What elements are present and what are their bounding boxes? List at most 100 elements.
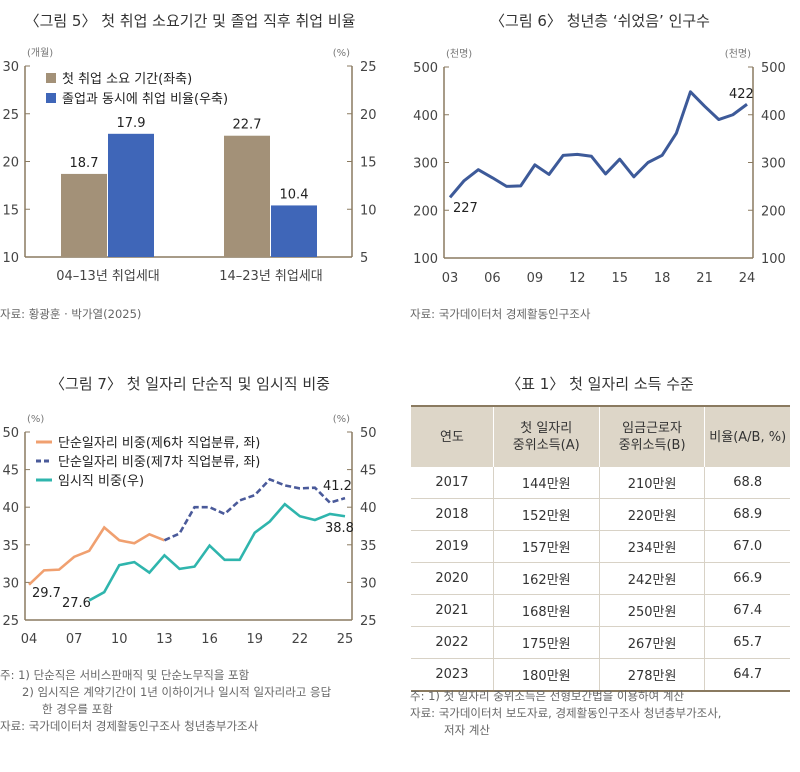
legend-label: 단순일자리 비중(제6차 직업분류, 좌) <box>58 436 260 451</box>
right-tick-label: 100 <box>761 252 786 267</box>
table-cell: 267만원 <box>599 626 706 659</box>
left-axis-unit: (천명) <box>446 48 472 60</box>
table-cell: 67.0 <box>704 530 790 563</box>
left-tick-label: 10 <box>2 251 19 266</box>
note-1: 주: 1) 단순직은 서비스판매직 및 단순노무직을 포함 <box>0 668 250 682</box>
legend-label: 첫 취업 소요 기간(좌축) <box>62 72 192 87</box>
income-table: 연도 첫 일자리 중위소득(A) 임금근로자 중위소득(B) 비율(A/B, %) 201… <box>411 405 790 692</box>
left-tick-label: 200 <box>413 204 438 219</box>
table-cell: 168만원 <box>493 594 600 627</box>
right-axis-unit: (%) <box>333 48 350 59</box>
x-tick-label: 07 <box>66 632 83 647</box>
left-tick-label: 50 <box>2 426 19 441</box>
right-tick-label: 200 <box>761 204 786 219</box>
figure7-notes: 주: 1) 단순직은 서비스판매직 및 단순노무직을 포함 2) 임시직은 계약… <box>0 667 331 735</box>
table-cell: 2017 <box>411 467 494 499</box>
legend-label: 졸업과 동시에 취업 비율(우축) <box>62 92 228 107</box>
x-tick-label: 10 <box>111 632 128 647</box>
bar-value-label: 10.4 <box>280 187 309 202</box>
table-row: 2022 175만원 267만원 65.7 <box>411 626 790 659</box>
column-header: 비율(A/B, %) <box>704 405 790 467</box>
legend-label: 임시직 비중(우) <box>58 474 144 489</box>
table-cell: 162만원 <box>493 562 600 595</box>
x-tick-label: 24 <box>739 271 756 286</box>
note-2-cont: 한 경우를 포함 <box>42 702 113 716</box>
right-axis-unit: (%) <box>333 414 350 425</box>
table-cell: 278만원 <box>599 658 706 692</box>
table-row: 2019 157만원 234만원 67.0 <box>411 530 790 563</box>
x-tick-label: 09 <box>527 271 544 286</box>
right-tick-label: 400 <box>761 109 786 124</box>
left-tick-label: 300 <box>413 157 438 172</box>
table-source-cont: 저자 계산 <box>444 723 490 737</box>
left-tick-label: 35 <box>2 539 19 554</box>
column-header: 연도 <box>411 405 494 467</box>
figure7-source: 자료: 국가데이터처 경제활동인구조사 청년층부가조사 <box>0 719 259 733</box>
left-tick-label: 45 <box>2 464 19 479</box>
value-annotation: 38.8 <box>325 521 354 536</box>
left-tick-label: 400 <box>413 109 438 124</box>
bar <box>61 173 107 257</box>
category-label: 14–23년 취업세대 <box>219 269 323 284</box>
right-tick-label: 45 <box>360 464 377 479</box>
value-annotation: 29.7 <box>32 586 61 601</box>
series-line <box>28 525 165 586</box>
legend-swatch <box>46 73 56 83</box>
table-cell: 242만원 <box>599 562 706 595</box>
legend-label: 단순일자리 비중(제7차 직업분류, 좌) <box>58 455 260 470</box>
x-tick-label: 12 <box>569 271 586 286</box>
table1-title: 〈표 1〉 첫 일자리 소득 수준 <box>506 375 694 393</box>
left-tick-label: 25 <box>2 108 19 123</box>
x-tick-label: 21 <box>696 271 713 286</box>
bar-value-label: 17.9 <box>117 116 146 131</box>
table-row: 2017 144만원 210만원 68.8 <box>411 467 790 499</box>
table-cell: 65.7 <box>704 626 790 659</box>
table-cell: 68.9 <box>704 498 790 531</box>
right-tick-label: 10 <box>360 203 377 218</box>
bar <box>108 133 154 257</box>
table-note-1: 주: 1) 첫 일자리 중위소득은 선형보간법을 이용하여 계산 <box>410 689 685 703</box>
x-tick-label: 25 <box>337 632 354 647</box>
x-tick-label: 18 <box>654 271 671 286</box>
table-cell: 64.7 <box>704 658 790 692</box>
table-row: 2020 162만원 242만원 66.9 <box>411 562 790 595</box>
right-tick-label: 40 <box>360 501 377 516</box>
right-axis-unit: (천명) <box>725 48 751 60</box>
right-tick-label: 500 <box>761 61 786 76</box>
left-tick-label: 25 <box>2 614 19 629</box>
table-row: 2021 168만원 250만원 67.4 <box>411 594 790 627</box>
table-row: 2023 180만원 278만원 64.7 <box>411 658 790 692</box>
table-cell: 250만원 <box>599 594 706 627</box>
table1-notes: 주: 1) 첫 일자리 중위소득은 선형보간법을 이용하여 계산 자료: 국가데… <box>410 688 721 739</box>
x-tick-label: 13 <box>156 632 173 647</box>
right-tick-label: 35 <box>360 539 377 554</box>
right-tick-label: 30 <box>360 576 377 591</box>
value-annotation: 422 <box>729 87 754 102</box>
table-row: 2018 152만원 220만원 68.9 <box>411 498 790 531</box>
series-line <box>163 477 346 542</box>
x-tick-label: 15 <box>611 271 628 286</box>
table-cell: 67.4 <box>704 594 790 627</box>
value-annotation: 27.6 <box>62 596 91 611</box>
figure6-source: 자료: 국가데이터처 경제활동인구조사 <box>410 307 591 321</box>
figure5-title: 〈그림 5〉 첫 취업 소요기간 및 졸업 직후 취업 비율 <box>24 12 356 30</box>
left-tick-label: 500 <box>413 61 438 76</box>
table-cell: 2023 <box>411 658 494 692</box>
value-annotation: 227 <box>453 201 478 216</box>
table-cell: 2022 <box>411 626 494 659</box>
right-tick-label: 25 <box>360 614 377 629</box>
table-cell: 180만원 <box>493 658 600 692</box>
left-tick-label: 30 <box>2 576 19 591</box>
right-tick-label: 25 <box>360 60 377 75</box>
x-tick-label: 16 <box>201 632 218 647</box>
table-cell: 2018 <box>411 498 494 531</box>
right-tick-label: 5 <box>360 251 368 266</box>
x-tick-label: 03 <box>442 271 459 286</box>
table-cell: 234만원 <box>599 530 706 563</box>
left-tick-label: 30 <box>2 60 19 75</box>
table-cell: 66.9 <box>704 562 790 595</box>
note-2: 2) 임시직은 계약기간이 1년 이하이거나 일시적 일자리라고 응답 <box>22 685 332 699</box>
table-cell: 152만원 <box>493 498 600 531</box>
